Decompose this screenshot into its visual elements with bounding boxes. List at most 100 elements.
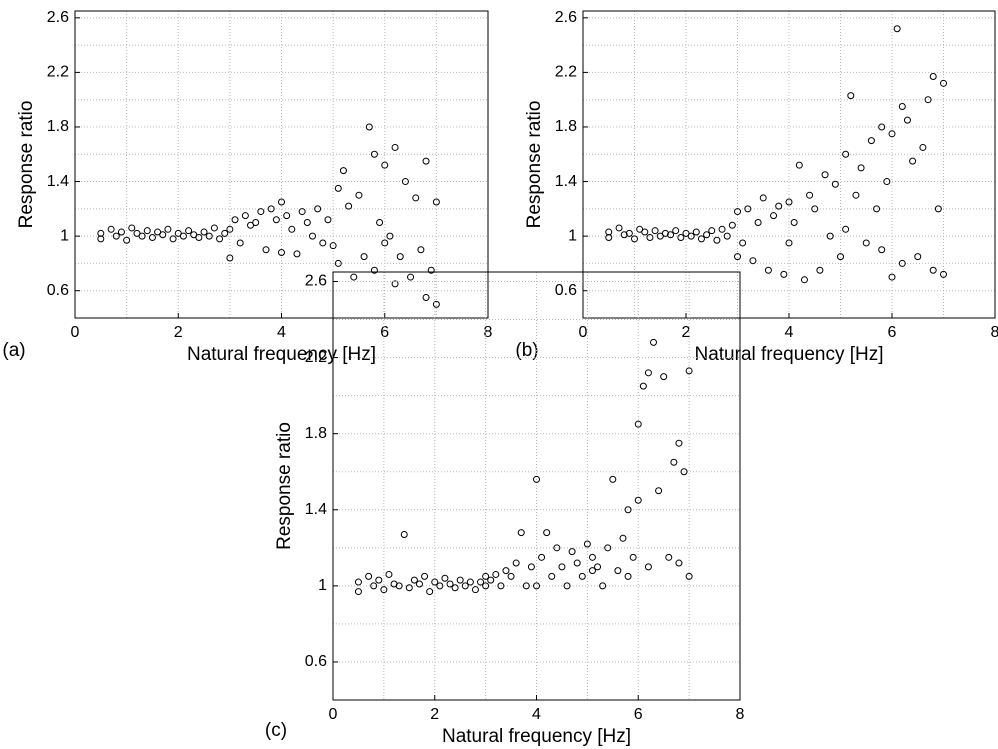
- scatter-point: [415, 580, 423, 588]
- scatter-point: [138, 232, 146, 240]
- x-tick-label: 6: [634, 706, 643, 723]
- x-axis-title: Natural frequency [Hz]: [442, 726, 631, 747]
- scatter-point: [675, 439, 683, 447]
- y-tick-label: 1.8: [555, 118, 577, 135]
- scatter-point: [665, 553, 673, 561]
- scatter-point: [625, 229, 633, 237]
- scatter-point: [687, 232, 695, 240]
- scatter-point: [934, 205, 942, 213]
- scatter-point: [914, 253, 922, 261]
- scatter-point: [97, 235, 105, 243]
- scatter-point: [631, 235, 638, 243]
- scatter-point: [412, 194, 420, 202]
- x-tick-label: 8: [991, 324, 998, 341]
- scatter-point: [365, 572, 373, 580]
- scatter-point: [329, 242, 337, 250]
- scatter-point: [573, 559, 581, 567]
- scatter-point: [785, 239, 793, 247]
- scatter-point: [588, 553, 596, 561]
- scatter-point: [599, 582, 607, 590]
- scatter-point: [512, 559, 520, 567]
- scatter-point: [231, 216, 239, 224]
- x-tick-label: 2: [174, 324, 183, 341]
- scatter-point: [456, 576, 464, 584]
- y-tick-label: 1: [568, 227, 577, 244]
- scatter-point: [370, 150, 378, 158]
- scatter-point: [624, 572, 632, 580]
- scatter-point: [568, 548, 576, 556]
- scatter-point: [708, 227, 716, 235]
- scatter-point: [852, 191, 860, 199]
- scatter-point: [345, 202, 353, 210]
- scatter-point: [734, 253, 741, 261]
- scatter-point: [898, 103, 906, 111]
- scatter-point: [644, 563, 652, 571]
- scatter-point: [278, 249, 285, 257]
- scatter-point: [583, 540, 591, 548]
- y-tick-label: 2.2: [555, 64, 577, 81]
- scatter-point: [703, 231, 711, 239]
- scatter-point: [179, 232, 187, 240]
- y-tick-label: 1.4: [305, 501, 327, 518]
- scatter-point: [283, 212, 291, 220]
- x-tick-label: 0: [579, 324, 588, 341]
- scatter-point: [790, 218, 798, 226]
- scatter-point: [257, 208, 265, 216]
- scatter-point: [543, 529, 551, 537]
- y-tick-label: 1.4: [555, 173, 577, 190]
- x-tick-label: 8: [484, 324, 493, 341]
- x-tick-label: 6: [380, 324, 389, 341]
- scatter-point: [482, 572, 490, 580]
- scatter-point: [718, 225, 726, 233]
- y-tick-label: 2.6: [555, 9, 577, 26]
- scatter-point: [164, 225, 172, 233]
- y-tick-label: 2.6: [47, 9, 69, 26]
- scatter-point: [441, 574, 449, 582]
- scatter-point: [728, 221, 736, 229]
- scatter-point: [661, 229, 669, 237]
- scatter-point: [888, 130, 896, 138]
- y-axis-title: Response ratio: [524, 101, 545, 229]
- x-tick-label: 0: [71, 324, 80, 341]
- x-axis-title: Natural frequency [Hz]: [187, 344, 376, 365]
- y-tick-label: 1.8: [305, 425, 327, 442]
- scatter-point: [650, 338, 658, 346]
- scatter-point: [262, 246, 270, 254]
- scatter-point: [421, 572, 429, 580]
- scatter-point: [432, 198, 440, 206]
- scatter-point: [806, 191, 814, 199]
- scatter-point: [680, 468, 688, 476]
- panel-label: (c): [265, 720, 287, 741]
- scatter-point: [502, 567, 510, 575]
- scatter-point: [522, 582, 530, 590]
- scatter-point: [527, 563, 535, 571]
- scatter-point: [497, 582, 505, 590]
- x-tick-label: 6: [888, 324, 897, 341]
- scatter-point: [862, 239, 870, 247]
- scatter-point: [685, 572, 693, 580]
- scatter-point: [739, 239, 747, 247]
- scatter-point: [604, 544, 612, 552]
- scatter-point: [128, 224, 136, 232]
- scatter-point: [396, 253, 404, 261]
- y-tick-label: 1: [60, 227, 69, 244]
- scatter-point: [670, 458, 678, 466]
- scatter-point: [634, 420, 642, 428]
- scatter-point: [620, 231, 628, 239]
- y-tick-label: 1: [318, 577, 327, 594]
- scatter-point: [924, 96, 932, 104]
- scatter-point: [107, 225, 115, 233]
- scatter-point: [929, 266, 937, 274]
- scatter-point: [123, 236, 131, 244]
- scatter-point: [272, 216, 280, 224]
- scatter-point: [355, 191, 363, 199]
- scatter-point: [888, 273, 896, 281]
- scatter-point: [672, 227, 680, 235]
- scatter-point: [487, 576, 495, 584]
- scatter-point: [614, 567, 622, 575]
- scatter-point: [385, 570, 393, 578]
- x-tick-label: 2: [682, 324, 691, 341]
- scatter-point: [883, 178, 891, 186]
- scatter-point: [303, 218, 311, 226]
